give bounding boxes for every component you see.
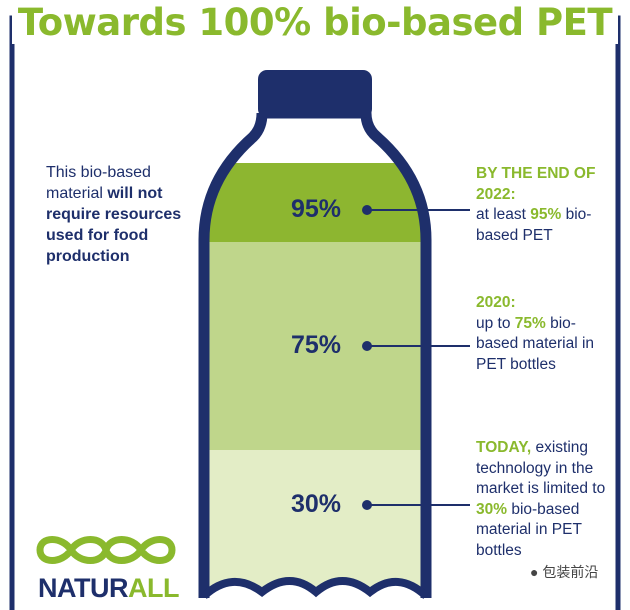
left-note-text: This bio-based material <box>46 164 151 202</box>
wechat-icon: ● <box>530 564 539 580</box>
note-today-highlight: 30% <box>476 500 508 518</box>
note-2022-highlight: 95% <box>530 206 562 223</box>
bottle-cap <box>258 70 372 118</box>
page-title: Towards 100% bio-based PET <box>0 0 630 46</box>
percent-label-95: 95% <box>290 195 342 223</box>
watermark: ● 包装前沿 <box>527 562 602 582</box>
bottle-fill <box>204 163 426 598</box>
left-note-bold: will not require resources used for food… <box>46 185 182 265</box>
left-note: This bio-based material will not require… <box>46 162 206 267</box>
note-2020-highlight: 75% <box>514 314 546 332</box>
pointer-30 <box>362 500 470 510</box>
percent-label-75: 75% <box>290 331 342 359</box>
pointer-75 <box>362 341 470 351</box>
note-2022-heading: BY THE END OF 2022: <box>476 165 596 203</box>
pointer-95 <box>362 205 470 215</box>
note-2020-text-after: bio-based material in PET bottles <box>476 314 595 373</box>
note-2022: BY THE END OF 2022: at least 95% bio-bas… <box>476 164 616 246</box>
fill-level-30 <box>204 450 426 598</box>
note-2020: 2020: up to 75% bio-based material in PE… <box>476 293 616 375</box>
note-2022-text-after: bio-based PET <box>476 206 592 244</box>
bottle-base-outline <box>201 577 429 600</box>
note-today-text-after: bio-based material in PET bottles <box>476 500 582 559</box>
note-2022-text-before: at least <box>476 206 531 223</box>
logo-wordmark: NATURALL <box>38 573 179 603</box>
naturall-logo-icon <box>36 536 176 564</box>
note-today-heading: TODAY, <box>476 439 532 456</box>
note-today-text-before: existing technology in the market is lim… <box>476 439 606 497</box>
frame-line <box>9 15 36 610</box>
note-2020-text-before: up to <box>476 314 515 332</box>
bottle-outline <box>198 107 432 598</box>
note-2020-heading: 2020: <box>476 294 516 311</box>
note-today: TODAY, existing technology in the market… <box>476 438 616 561</box>
percent-label-30: 30% <box>290 490 342 518</box>
